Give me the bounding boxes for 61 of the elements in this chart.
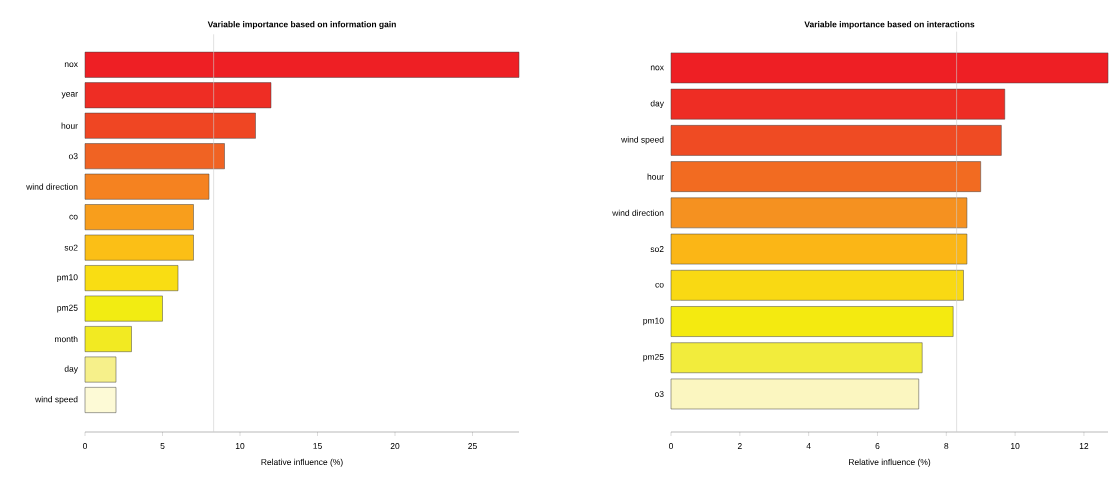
- bar: [84, 112, 256, 139]
- bar: [670, 125, 1002, 156]
- bar: [84, 265, 179, 291]
- y-tick-label: o3: [654, 390, 664, 397]
- y-tick-label: wind speed: [621, 136, 664, 145]
- x-tick-label: 25: [468, 443, 477, 450]
- y-tick-label: wind direction: [612, 209, 664, 216]
- bar: [84, 82, 272, 109]
- bar: [670, 197, 968, 229]
- y-tick-label: year: [61, 92, 78, 99]
- y-tick-label: day: [64, 365, 78, 374]
- chart-title: Variable importance based on information gain: [207, 21, 396, 29]
- bar: [670, 270, 964, 301]
- x-tick-label: 20: [390, 443, 400, 450]
- x-tick-label: 2: [737, 443, 742, 449]
- bar: [670, 378, 920, 410]
- bar: [84, 356, 117, 383]
- y-tick-label: day: [650, 100, 664, 109]
- bar: [84, 234, 194, 261]
- bar: [84, 204, 194, 231]
- x-tick-label: 8: [944, 443, 949, 450]
- y-tick-label: wind speed: [35, 396, 78, 404]
- x-tick-label: 10: [235, 443, 245, 450]
- bar: [84, 326, 132, 352]
- y-tick-label: pm25: [57, 304, 78, 313]
- y-tick-label: pm10: [57, 274, 78, 282]
- bar: [84, 387, 117, 413]
- y-tick-label: month: [55, 335, 78, 343]
- y-tick-label: co: [69, 214, 78, 220]
- bar: [670, 88, 1006, 120]
- bar: [84, 295, 163, 322]
- y-tick-label: o3: [68, 153, 78, 160]
- x-axis-title: Relative influence (%): [261, 458, 343, 467]
- bar: [84, 173, 210, 200]
- y-tick-label: pm25: [643, 353, 664, 362]
- y-tick-label: so2: [64, 244, 78, 251]
- y-tick-label: nox: [64, 62, 78, 68]
- bar: [670, 306, 954, 337]
- x-tick-label: 0: [668, 443, 674, 450]
- x-tick-label: 10: [1011, 443, 1020, 450]
- y-tick-label: so2: [650, 246, 664, 253]
- x-axis-title: Relative influence (%): [849, 458, 931, 467]
- x-tick-label: 12: [1079, 443, 1089, 449]
- bar: [670, 233, 968, 265]
- x-tick-label: 6: [875, 443, 880, 450]
- x-tick-label: 0: [82, 443, 88, 450]
- bar: [670, 342, 923, 374]
- y-tick-label: nox: [650, 65, 664, 71]
- x-tick-label: 5: [160, 443, 165, 449]
- y-tick-label: hour: [61, 122, 78, 129]
- y-tick-label: pm10: [643, 317, 664, 326]
- x-tick-label: 15: [313, 443, 322, 449]
- bar: [84, 51, 520, 78]
- bar: [670, 161, 981, 192]
- y-tick-label: hour: [647, 173, 664, 180]
- x-tick-label: 4: [806, 443, 811, 449]
- chart-title: Variable importance based on interactions: [804, 21, 975, 29]
- bar: [670, 52, 1109, 84]
- y-tick-label: co: [655, 282, 664, 288]
- bar: [84, 143, 225, 170]
- y-tick-label: wind direction: [26, 183, 78, 190]
